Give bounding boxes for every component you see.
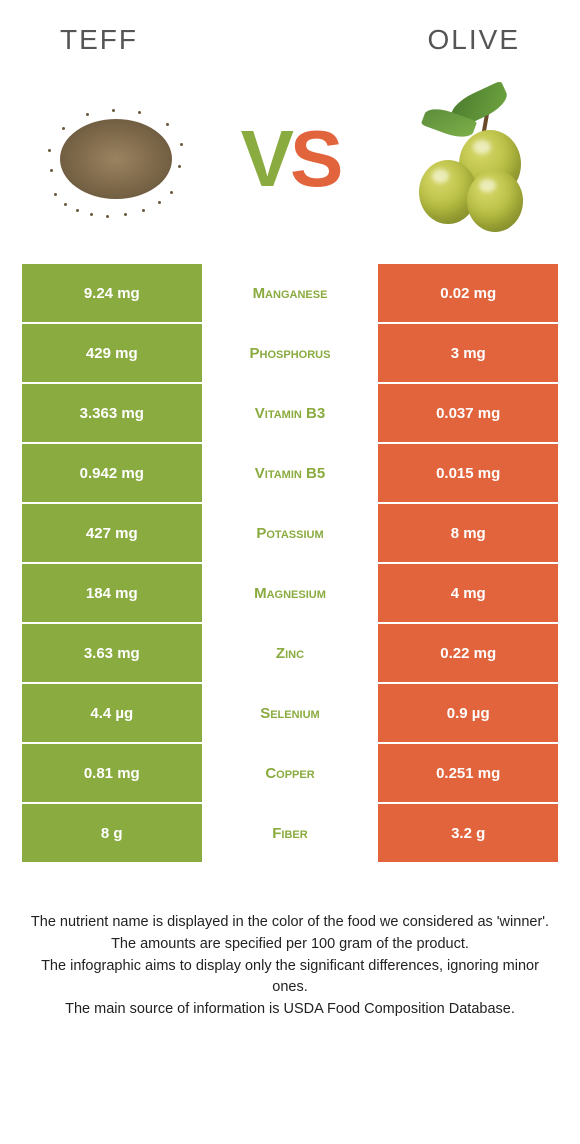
right-value: 0.02 mg	[378, 264, 558, 322]
olive-icon	[389, 84, 539, 234]
nutrient-name: Potassium	[202, 504, 379, 562]
left-value: 427 mg	[22, 504, 202, 562]
table-row: 0.942 mgVitamin B50.015 mg	[22, 444, 558, 504]
nutrient-name: Zinc	[202, 624, 379, 682]
right-value: 8 mg	[378, 504, 558, 562]
table-row: 3.363 mgVitamin B30.037 mg	[22, 384, 558, 444]
left-value: 9.24 mg	[22, 264, 202, 322]
nutrient-name: Copper	[202, 744, 379, 802]
footer-notes: The nutrient name is displayed in the co…	[0, 864, 580, 1020]
table-row: 0.81 mgCopper0.251 mg	[22, 744, 558, 804]
right-value: 0.015 mg	[378, 444, 558, 502]
table-row: 184 mgMagnesium4 mg	[22, 564, 558, 624]
nutrient-name: Magnesium	[202, 564, 379, 622]
right-value: 0.251 mg	[378, 744, 558, 802]
right-value: 3 mg	[378, 324, 558, 382]
footer-line-2: The amounts are specified per 100 gram o…	[30, 934, 550, 955]
nutrient-name: Selenium	[202, 684, 379, 742]
right-value: 0.9 µg	[378, 684, 558, 742]
table-row: 9.24 mgManganese0.02 mg	[22, 264, 558, 324]
right-value: 3.2 g	[378, 804, 558, 862]
table-row: 8 gFiber3.2 g	[22, 804, 558, 864]
table-row: 429 mgPhosphorus3 mg	[22, 324, 558, 384]
teff-pile-icon	[46, 99, 186, 219]
nutrient-name: Phosphorus	[202, 324, 379, 382]
footer-line-3: The infographic aims to display only the…	[30, 956, 550, 998]
left-value: 4.4 µg	[22, 684, 202, 742]
right-food-title: Olive	[428, 24, 520, 56]
table-row: 3.63 mgZinc0.22 mg	[22, 624, 558, 684]
left-value: 429 mg	[22, 324, 202, 382]
nutrient-name: Manganese	[202, 264, 379, 322]
left-value: 3.63 mg	[22, 624, 202, 682]
nutrient-table: 9.24 mgManganese0.02 mg429 mgPhosphorus3…	[22, 264, 558, 864]
vs-v: V	[241, 113, 290, 205]
vs-s: S	[290, 113, 339, 205]
table-row: 427 mgPotassium8 mg	[22, 504, 558, 564]
footer-line-4: The main source of information is USDA F…	[30, 999, 550, 1020]
nutrient-name: Vitamin B5	[202, 444, 379, 502]
teff-image	[36, 84, 196, 234]
right-value: 4 mg	[378, 564, 558, 622]
left-value: 3.363 mg	[22, 384, 202, 442]
left-food-title: Teff	[60, 24, 138, 56]
left-value: 0.81 mg	[22, 744, 202, 802]
left-value: 0.942 mg	[22, 444, 202, 502]
nutrient-name: Vitamin B3	[202, 384, 379, 442]
header: Teff Olive	[0, 0, 580, 66]
left-value: 184 mg	[22, 564, 202, 622]
left-value: 8 g	[22, 804, 202, 862]
olive-image	[384, 84, 544, 234]
table-row: 4.4 µgSelenium0.9 µg	[22, 684, 558, 744]
nutrient-name: Fiber	[202, 804, 379, 862]
hero-row: V S	[0, 66, 580, 264]
vs-label: V S	[241, 113, 340, 205]
footer-line-1: The nutrient name is displayed in the co…	[30, 912, 550, 933]
right-value: 0.037 mg	[378, 384, 558, 442]
right-value: 0.22 mg	[378, 624, 558, 682]
